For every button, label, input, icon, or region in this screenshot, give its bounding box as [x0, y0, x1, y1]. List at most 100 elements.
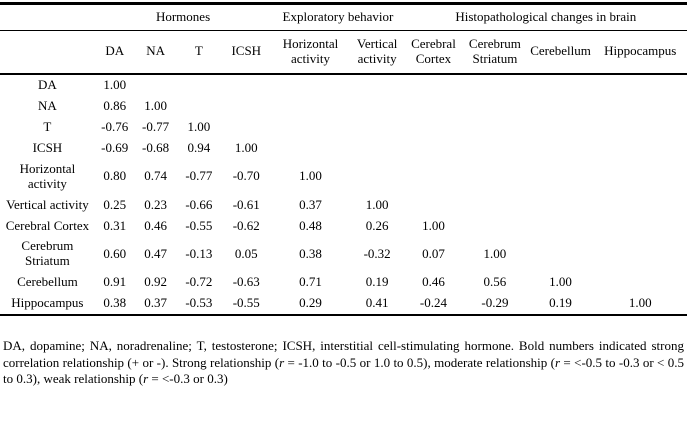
row-label: DA [38, 76, 57, 92]
empty-cell [462, 117, 527, 138]
correlation-cell: 1.00 [187, 118, 211, 134]
empty-cell [350, 74, 405, 96]
empty-cell [271, 96, 349, 117]
empty-cell [177, 96, 222, 117]
table-row: Vertical activity 0.25 0.23 -0.66 -0.61 0.37 1… [0, 195, 687, 216]
empty-cell [528, 74, 594, 96]
empty-cell [593, 117, 687, 138]
column-header: Cerebellum [527, 30, 594, 75]
column-header: Hippocampus [593, 30, 687, 75]
correlation-cell: 0.60 [103, 245, 127, 261]
table-row: Cerebrum Striatum 0.60 0.47 -0.13 0.05 0.38 -0… [0, 236, 687, 272]
correlation-cell: 0.38 [299, 245, 322, 261]
correlation-cell: 0.71 [299, 274, 322, 290]
correlation-cell: 0.26 [365, 217, 389, 233]
row-label: ICSH [32, 139, 63, 155]
table-row: Cerebellum 0.91 0.92 -0.72 -0.63 0.71 0.19 0.46… [0, 272, 687, 293]
empty-cell [405, 117, 463, 138]
correlation-cell: 0.19 [527, 293, 594, 317]
correlation-cell: -0.55 [221, 293, 272, 317]
footnote-r-symbol: r [279, 354, 285, 370]
correlation-cell: 0.91 [103, 274, 127, 290]
correlation-cell: -0.61 [232, 196, 260, 212]
row-label: Cerebellum [17, 274, 78, 290]
empty-cell [135, 74, 177, 96]
correlation-cell: 0.94 [187, 139, 211, 155]
correlation-cell: 0.41 [349, 293, 405, 317]
correlation-cell: 0.38 [94, 293, 135, 317]
empty-cell [528, 96, 594, 117]
row-label: NA [38, 97, 57, 113]
row-label: Horizontal activity [19, 160, 76, 191]
empty-cell [593, 216, 687, 237]
table-row: ICSH -0.69 -0.68 0.94 1.00 [0, 138, 687, 159]
empty-cell [593, 138, 687, 159]
corner-cell [0, 30, 95, 75]
empty-cell [221, 96, 271, 117]
correlation-cell: 0.19 [365, 274, 389, 290]
empty-cell [593, 272, 687, 293]
correlation-cell: 0.80 [103, 168, 127, 184]
row-label: Hippocampus [0, 293, 95, 317]
correlation-cell: 1.00 [549, 274, 572, 290]
correlation-cell: -0.29 [462, 293, 528, 317]
correlation-cell: 1.00 [234, 139, 258, 155]
correlation-cell: 0.29 [271, 293, 350, 317]
footnote-r-symbol: r [143, 371, 149, 387]
correlation-cell: -0.70 [232, 168, 260, 184]
correlation-cell: -0.53 [176, 293, 222, 317]
correlation-cell: 0.56 [483, 274, 507, 290]
column-header: NA [134, 30, 177, 75]
correlation-cell: -0.66 [185, 196, 213, 212]
correlation-cell: 1.00 [483, 245, 507, 261]
correlation-cell: 0.46 [422, 274, 445, 290]
corner-cell [0, 3, 95, 31]
correlation-cell: -0.32 [363, 245, 391, 261]
empty-cell [405, 195, 463, 216]
empty-cell [405, 96, 463, 117]
empty-cell [271, 74, 349, 96]
correlation-cell: 0.86 [103, 97, 127, 113]
table-row: DA 1.00 [0, 74, 687, 96]
column-header: Cerebral Cortex [404, 30, 463, 75]
column-header: T [176, 30, 222, 75]
empty-cell [177, 74, 222, 96]
correlation-cell: 1.00 [593, 293, 687, 317]
empty-cell [462, 195, 527, 216]
empty-cell [350, 96, 405, 117]
correlation-cell: 0.05 [234, 245, 258, 261]
empty-cell [462, 216, 527, 237]
empty-cell [593, 159, 687, 195]
correlation-cell: 1.00 [103, 76, 127, 92]
correlation-cell: -0.13 [185, 245, 213, 261]
column-header: DA [94, 30, 135, 75]
empty-cell [593, 74, 687, 96]
table-row: T -0.76 -0.77 1.00 [0, 117, 687, 138]
row-label: Cerebral Cortex [5, 217, 90, 233]
correlation-table: Hormones Exploratory behavior Histopatholo… [0, 2, 687, 317]
row-label: T [43, 118, 52, 134]
row-label: Cerebrum Striatum [21, 238, 74, 269]
empty-cell [405, 74, 463, 96]
empty-cell [350, 159, 405, 195]
correlation-cell: -0.76 [101, 118, 129, 134]
empty-cell [593, 236, 687, 272]
correlation-cell: 1.00 [299, 168, 322, 184]
empty-cell [350, 117, 405, 138]
footnote-text: = -1.0 to -0.5 or 1.0 to 0.5), moderate … [284, 354, 555, 370]
correlation-cell: 0.31 [103, 217, 127, 233]
correlation-cell: 0.92 [144, 274, 167, 290]
column-group-header: Histopathological changes in brain [404, 3, 687, 31]
column-header: ICSH [221, 30, 272, 75]
empty-cell [528, 236, 594, 272]
column-header: Horizontal activity [271, 30, 350, 75]
empty-cell [405, 159, 463, 195]
empty-cell [350, 138, 405, 159]
correlation-cell: 1.00 [365, 196, 389, 212]
empty-cell [462, 74, 527, 96]
correlation-cell: 0.25 [103, 196, 127, 212]
correlation-cell: 0.74 [144, 168, 167, 184]
correlation-cell: -0.69 [101, 139, 129, 155]
correlation-cell: 0.37 [134, 293, 177, 317]
correlation-cell: 0.46 [144, 217, 167, 233]
